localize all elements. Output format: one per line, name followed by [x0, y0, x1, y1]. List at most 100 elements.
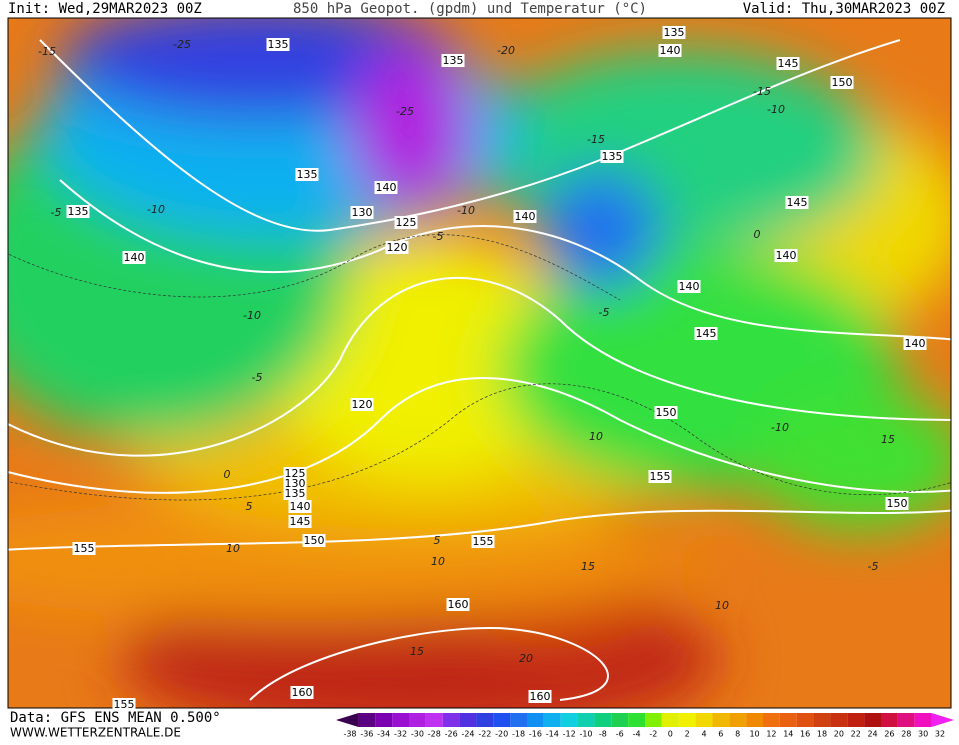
colorbar-swatch [543, 713, 561, 727]
temperature-label: -10 [457, 204, 475, 217]
geopotential-label: 155 [650, 470, 671, 483]
geopotential-label: 135 [68, 205, 89, 218]
label-background [122, 251, 146, 264]
colorbar-tick-label: -8 [599, 730, 607, 739]
label-background [374, 181, 398, 194]
colorbar-tick-label: -38 [343, 730, 356, 739]
temperature-label: -5 [252, 371, 263, 384]
label-background [283, 467, 307, 480]
temperature-label: -15 [587, 133, 605, 146]
label-background [66, 205, 90, 218]
geopotential-label: 135 [664, 26, 685, 39]
label-background [290, 686, 314, 699]
colorbar-swatch [864, 713, 881, 727]
geopotential-label: 125 [396, 216, 417, 229]
temperature-label: -15 [753, 85, 771, 98]
temperature-label: 20 [519, 652, 533, 665]
label-background [648, 470, 672, 483]
label-background [266, 38, 290, 51]
temperature-label: 0 [754, 228, 761, 241]
temperature-label: 10 [431, 555, 445, 568]
geopotential-label: 140 [290, 500, 311, 513]
colorbar-swatch [746, 713, 763, 727]
geopotential-label: 150 [832, 76, 853, 89]
temperature-label: -10 [771, 421, 789, 434]
label-background [350, 398, 374, 411]
label-background [658, 44, 682, 57]
label-background [903, 337, 927, 350]
colorbar-swatch [358, 713, 376, 727]
temperature-label: -25 [396, 105, 414, 118]
map-frame [7, 17, 952, 709]
colorbar-tick-label: -6 [616, 730, 624, 739]
geopotential-label: 145 [290, 515, 311, 528]
colorbar-tick-label: -34 [377, 730, 390, 739]
label-background [72, 542, 96, 555]
label-background [288, 500, 312, 513]
colorbar-tick-label: -36 [360, 730, 373, 739]
geopotential-label: 140 [660, 44, 681, 57]
temperature-label: -5 [51, 206, 62, 219]
colorbar-tick-label: 8 [735, 730, 740, 739]
label-background [600, 150, 624, 163]
colorbar-tick-label: 10 [749, 730, 759, 739]
temperature-label: -5 [868, 560, 879, 573]
colorbar-tick-label: -2 [649, 730, 657, 739]
geopotential-label: 135 [443, 54, 464, 67]
geopotential-label: 155 [473, 535, 494, 548]
colorbar-tick-label: 22 [851, 730, 861, 739]
chart-title: 850 hPa Geopot. (gpdm) und Temperatur (°… [293, 1, 647, 17]
temperature-label: 0 [224, 468, 231, 481]
label-background [441, 54, 465, 67]
colorbar-swatch [409, 713, 426, 727]
temperature-label: 10 [226, 542, 240, 555]
label-background [302, 534, 326, 547]
colorbar-swatch [459, 713, 477, 727]
label-background [394, 216, 418, 229]
colorbar-tick-label: 16 [800, 730, 810, 739]
colorbar-tick-label: -16 [529, 730, 542, 739]
colorbar-tick-label: -26 [445, 730, 458, 739]
colorbar-tick-label: -20 [495, 730, 508, 739]
colorbar-tick-label: 6 [718, 730, 723, 739]
colorbar-tick-label: -28 [428, 730, 441, 739]
colorbar-tick-label: -18 [512, 730, 525, 739]
colorbar-swatch [796, 713, 814, 727]
geopotential-label: 140 [679, 280, 700, 293]
colorbar-swatch [645, 713, 662, 727]
geopotential-label: 130 [352, 206, 373, 219]
label-background [513, 210, 537, 223]
colorbar-end [931, 713, 954, 727]
label-background [471, 535, 495, 548]
colorbar-swatch [712, 713, 730, 727]
label-background [112, 698, 136, 711]
temperature-label: -5 [599, 306, 610, 319]
colorbar-swatch [628, 713, 645, 727]
geopotential-label: 135 [268, 38, 289, 51]
label-background [830, 76, 854, 89]
geopotential-label: 145 [787, 196, 808, 209]
colorbar-swatch [577, 713, 595, 727]
colorbar-tick-label: -30 [411, 730, 424, 739]
temperature-label: -25 [173, 38, 191, 51]
colorbar-swatch [729, 713, 747, 727]
colorbar-end [336, 713, 359, 727]
geopotential-label: 120 [352, 398, 373, 411]
temperature-label: 15 [881, 433, 895, 446]
geopotential-label: 145 [696, 327, 717, 340]
colorbar-swatch [611, 713, 629, 727]
colorbar-swatch [813, 713, 831, 727]
colorbar-swatch [830, 713, 848, 727]
temperature-label: -10 [767, 103, 785, 116]
colorbar-swatch [695, 713, 713, 727]
geopotential-label: 160 [448, 598, 469, 611]
geopotential-label: 130 [285, 477, 306, 490]
geopotential-label: 140 [515, 210, 536, 223]
geopotential-contours [8, 39, 951, 701]
colorbar-swatch [594, 713, 612, 727]
geopotential-label: 140 [776, 249, 797, 262]
geopotential-label: 125 [285, 467, 306, 480]
temperature-label: 10 [715, 599, 729, 612]
colorbar-swatch [442, 713, 460, 727]
